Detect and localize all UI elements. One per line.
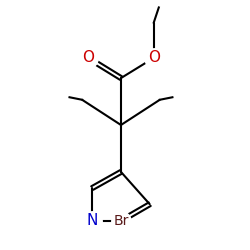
Text: Br: Br: [113, 214, 129, 228]
Text: O: O: [148, 50, 160, 66]
Text: N: N: [86, 213, 98, 228]
Text: O: O: [82, 50, 94, 66]
